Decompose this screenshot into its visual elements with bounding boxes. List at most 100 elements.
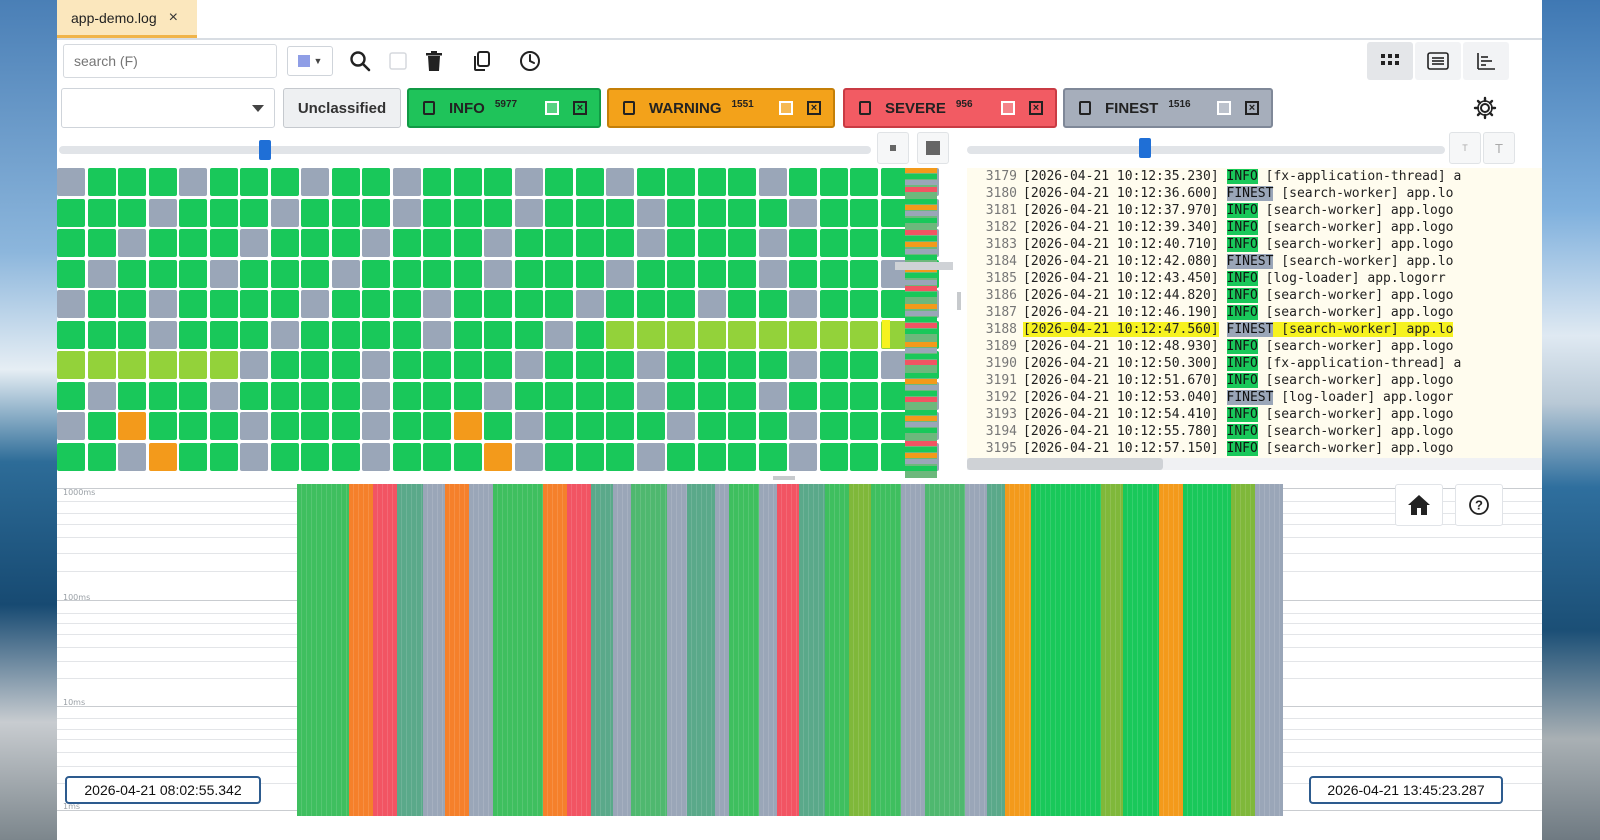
log-cell[interactable] [423,229,451,257]
log-cell[interactable] [636,320,665,349]
log-cell[interactable] [545,198,573,227]
log-cell[interactable] [819,320,848,349]
log-cell[interactable] [331,381,360,410]
log-cell[interactable] [209,412,238,440]
log-cell[interactable] [57,259,85,288]
log-cell[interactable] [392,351,421,379]
log-cell[interactable] [453,229,482,257]
log-cell[interactable] [667,442,695,471]
log-cell[interactable] [301,381,329,410]
log-cell[interactable] [636,412,665,440]
log-cell[interactable] [606,259,634,288]
log-cell[interactable] [575,442,604,471]
log-cell[interactable] [331,290,360,318]
log-cell[interactable] [789,168,817,196]
log-line[interactable]: 3194 [2026-04-21 10:12:55.780] INFO [sear… [967,423,1542,440]
log-cell[interactable] [392,259,421,288]
log-cell[interactable] [636,381,665,410]
log-cell[interactable] [789,351,817,379]
log-cell[interactable] [301,198,329,227]
log-cell[interactable] [484,229,512,257]
log-cell[interactable] [545,168,573,196]
log-cell[interactable] [484,198,512,227]
log-cell[interactable] [484,412,512,440]
log-cell[interactable] [301,229,329,257]
log-cell[interactable] [301,442,329,471]
log-cell[interactable] [484,259,512,288]
log-cell[interactable] [270,229,299,257]
search-icon[interactable] [345,46,375,76]
log-cell[interactable] [331,229,360,257]
close-icon[interactable]: × [168,8,178,26]
log-cell[interactable] [57,290,85,318]
log-cell[interactable] [484,381,512,410]
log-cell[interactable] [758,412,787,440]
log-cell[interactable] [148,412,177,440]
font-size-slider-thumb[interactable] [1139,138,1151,158]
log-cell[interactable] [545,259,573,288]
remove-filter-icon[interactable]: × [1245,101,1259,115]
log-cell[interactable] [301,351,329,379]
log-cell[interactable] [850,442,878,471]
log-cell[interactable] [270,259,299,288]
log-cell[interactable] [362,290,390,318]
search-input[interactable] [63,44,277,78]
log-cell[interactable] [514,320,543,349]
log-cell[interactable] [514,442,543,471]
log-cell[interactable] [423,290,451,318]
log-cell[interactable] [331,320,360,349]
log-cell[interactable] [57,381,85,410]
log-cell[interactable] [423,198,451,227]
filter-chip-info[interactable]: INFO 5977 × [407,88,601,128]
filter-chip-severe[interactable]: SEVERE 956 × [843,88,1057,128]
log-cell[interactable] [392,442,421,471]
log-cell[interactable] [514,381,543,410]
log-cell[interactable] [819,412,848,440]
log-cell[interactable] [697,259,726,288]
log-cell[interactable] [758,381,787,410]
log-cell[interactable] [514,412,543,440]
small-cells-button[interactable] [877,132,909,164]
log-cell[interactable] [484,290,512,318]
log-cell[interactable] [209,229,238,257]
log-cell[interactable] [270,290,299,318]
log-cell[interactable] [118,290,146,318]
log-cell[interactable] [118,198,146,227]
log-cell[interactable] [148,168,177,196]
log-cell[interactable] [667,229,695,257]
log-cell[interactable] [209,381,238,410]
grid-minimap[interactable] [905,168,937,478]
log-cell[interactable] [758,168,787,196]
log-cell[interactable] [636,168,665,196]
log-cell[interactable] [423,381,451,410]
log-cell[interactable] [636,351,665,379]
log-cell[interactable] [209,168,238,196]
log-cell[interactable] [240,320,268,349]
log-cell[interactable] [728,320,756,349]
log-cell[interactable] [545,320,573,349]
log-cell[interactable] [514,351,543,379]
log-cell[interactable] [362,168,390,196]
log-cell[interactable] [667,259,695,288]
log-cell[interactable] [392,229,421,257]
log-cell[interactable] [850,229,878,257]
log-cell[interactable] [514,198,543,227]
log-cell[interactable] [850,381,878,410]
log-cell[interactable] [606,442,634,471]
log-cell[interactable] [789,290,817,318]
log-cell[interactable] [514,229,543,257]
log-cell[interactable] [514,290,543,318]
log-cell[interactable] [301,320,329,349]
minimap-scroll-indicator[interactable] [895,262,953,270]
log-cell[interactable] [575,351,604,379]
log-cell[interactable] [850,412,878,440]
filter-chip-finest[interactable]: FINEST 1516 × [1063,88,1273,128]
scrollbar-thumb[interactable] [967,458,1163,470]
log-cell[interactable] [179,412,207,440]
log-cell[interactable] [118,168,146,196]
log-cell[interactable] [880,198,909,227]
log-cell[interactable] [118,351,146,379]
log-cell[interactable] [392,412,421,440]
log-cell[interactable] [819,259,848,288]
log-cell[interactable] [667,381,695,410]
